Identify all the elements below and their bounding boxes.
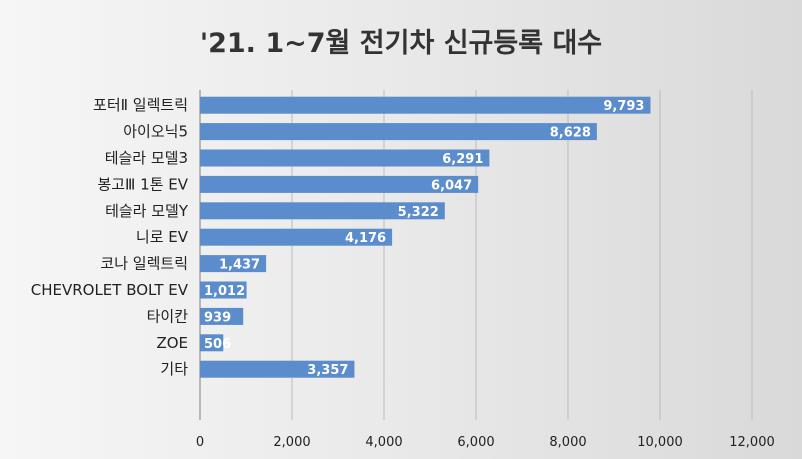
category-label: 아이오닉5: [123, 123, 188, 141]
bar: [200, 123, 597, 141]
data-label: 939: [204, 310, 231, 325]
x-tick-label: 10,000: [637, 435, 683, 450]
data-label: 6,047: [431, 178, 472, 193]
category-label: 타이칸: [147, 307, 189, 325]
x-tick-label: 4,000: [365, 435, 402, 450]
bar: [200, 360, 355, 378]
bar: [200, 149, 490, 167]
category-label: 코나 일렉트릭: [100, 255, 188, 273]
bar: [200, 202, 445, 220]
category-label: ZOE: [156, 334, 188, 352]
data-labels: 9,793 8,628 6,291 6,047 5,322 4,176 1,437 1,012…: [204, 99, 644, 378]
x-axis-tick-labels: 0 2,000 4,000 6,000 8,000 10,000 12,000: [196, 435, 775, 450]
data-label: 506: [204, 337, 231, 352]
category-label: 봉고Ⅲ 1톤 EV: [97, 175, 188, 193]
data-label: 8,628: [550, 126, 591, 141]
bar: [200, 255, 267, 273]
bar: [200, 175, 479, 193]
bar: [200, 334, 224, 352]
data-label: 6,291: [442, 152, 483, 167]
data-label: 1,437: [219, 258, 260, 273]
data-label: 3,357: [307, 363, 348, 378]
category-label: 테슬라 모델Y: [105, 202, 189, 220]
x-tick-label: 0: [196, 435, 204, 450]
x-tick-label: 6,000: [457, 435, 494, 450]
x-tick-label: 12,000: [729, 435, 775, 450]
bars: [200, 96, 651, 378]
data-label: 5,322: [398, 205, 439, 220]
category-label: 포터Ⅱ 일렉트릭: [93, 96, 188, 114]
category-label: 니로 EV: [136, 228, 189, 246]
gridlines: [199, 90, 753, 420]
bar: [200, 228, 393, 246]
category-label: CHEVROLET BOLT EV: [31, 281, 189, 299]
bar: [200, 281, 247, 299]
bar: [200, 96, 651, 114]
data-label: 4,176: [345, 231, 386, 246]
data-label: 1,012: [204, 284, 245, 299]
category-label: 테슬라 모델3: [105, 149, 188, 167]
data-label: 9,793: [603, 99, 644, 114]
x-tick-label: 8,000: [549, 435, 586, 450]
bar: [200, 307, 244, 325]
category-label: 기타: [160, 360, 188, 378]
chart-title: '21. 1~7월 전기차 신규등록 대수: [200, 28, 602, 59]
x-tick-label: 2,000: [273, 435, 310, 450]
